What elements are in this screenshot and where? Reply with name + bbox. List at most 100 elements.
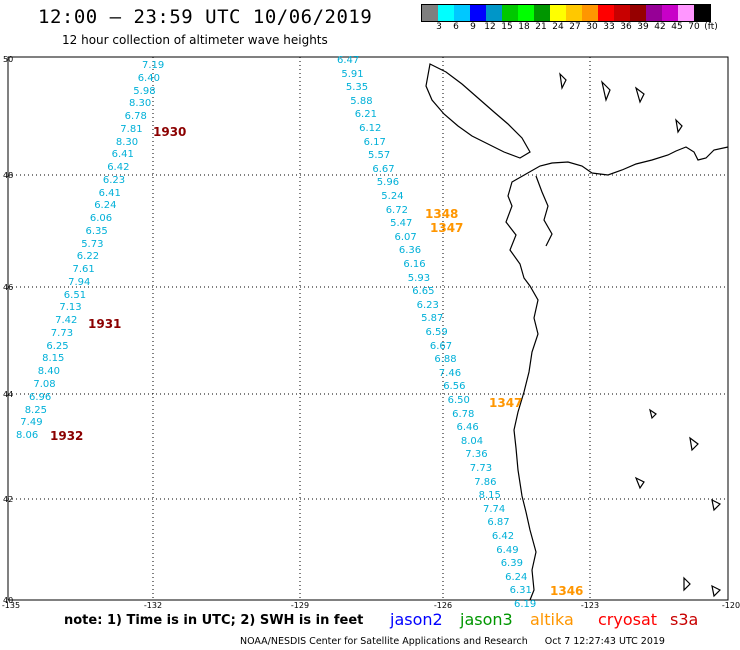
longitude-label: -135 (1, 601, 21, 610)
wave-height-point: 7.94 (68, 276, 91, 288)
wave-height-point: 6.40 (137, 72, 160, 84)
wave-height-point: 6.24 (505, 571, 528, 583)
wave-height-point: 5.96 (376, 177, 400, 189)
latitude-label: 50 (3, 55, 14, 64)
satellite-legend-item: jason3 (460, 610, 513, 629)
footer-note: note: 1) Time is in UTC; 2) SWH is in fe… (64, 613, 364, 628)
wave-height-point: 5.35 (345, 82, 369, 94)
wave-height-point: 8.30 (115, 136, 139, 148)
longitude-label: -123 (580, 601, 600, 610)
wave-height-point: 6.31 (509, 585, 532, 597)
colorbar-swatch (422, 5, 438, 21)
latitude-label: 48 (3, 171, 14, 180)
wave-height-point: 5.87 (421, 313, 444, 325)
wave-height-point: 6.88 (434, 354, 457, 366)
wave-height-point: 8.25 (24, 404, 47, 416)
latitude-label: 46 (3, 283, 14, 292)
wave-height-point: 8.06 (16, 430, 39, 441)
wave-height-point: 6.12 (359, 123, 382, 134)
colorbar-label: 45 (671, 22, 683, 32)
wave-height-point: 8.04 (460, 435, 484, 447)
wave-height-point: 6.78 (124, 111, 147, 122)
colorbar-swatch (518, 5, 534, 21)
coastline-mainland (505, 146, 729, 601)
colorbar-label: 3 (436, 22, 442, 32)
island-2 (600, 80, 611, 103)
colorbar-swatch (550, 5, 566, 21)
colorbar-swatch (694, 5, 710, 21)
wave-height-point: 6.22 (76, 251, 100, 263)
map-frame (7, 56, 729, 601)
wave-height-point: 6.49 (496, 544, 519, 556)
map-subtitle: 12 hour collection of altimeter wave hei… (62, 33, 328, 47)
wave-height-point: 6.23 (102, 174, 126, 186)
wave-height-point: 5.57 (368, 150, 391, 162)
wave-height-point: 7.36 (465, 449, 488, 461)
wave-height-point: 6.59 (425, 327, 448, 338)
island-3 (634, 86, 645, 104)
island-6 (689, 436, 699, 452)
colorbar (421, 4, 711, 22)
pass-time-label: 1930 (153, 125, 187, 139)
colorbar-label: 24 (552, 22, 564, 32)
wave-height-point: 7.46 (438, 367, 462, 379)
wave-height-point: 5.24 (381, 191, 404, 202)
graticule (8, 57, 728, 600)
pass-time-label: 1346 (550, 584, 584, 598)
wave-height-point: 6.87 (487, 517, 510, 529)
wave-height-point: 7.74 (483, 503, 506, 515)
latitude-label: 44 (3, 390, 14, 399)
island-9 (683, 576, 691, 592)
wave-height-point: 6.47 (337, 55, 360, 66)
wave-height-point: 6.41 (98, 187, 121, 199)
island-4 (675, 118, 683, 134)
wave-height-point: 6.46 (456, 422, 479, 434)
colorbar-label: 18 (518, 22, 530, 32)
wave-height-point: 6.23 (416, 299, 439, 311)
colorbar-label: 27 (569, 22, 581, 32)
colorbar-swatch (646, 5, 662, 21)
coastline (425, 63, 729, 601)
wave-height-point: 5.98 (133, 85, 156, 97)
satellite-legend-item: cryosat (598, 610, 658, 629)
wave-height-point: 6.42 (491, 531, 515, 542)
colorbar-label: 30 (586, 22, 598, 32)
wave-height-point: 6.51 (63, 289, 87, 301)
wave-height-point: 6.56 (443, 381, 466, 393)
colorbar-swatch (438, 5, 454, 21)
wave-height-point: 6.06 (89, 213, 113, 225)
longitude-label: -120 (721, 601, 740, 610)
colorbar-label: 33 (603, 22, 615, 32)
colorbar-swatch (598, 5, 614, 21)
wave-height-point: 7.13 (59, 302, 82, 314)
wave-height-point: 6.36 (398, 245, 422, 257)
vancouver-island (425, 63, 531, 159)
colorbar-swatch (614, 5, 630, 21)
colorbar-label: 12 (484, 22, 496, 32)
wave-height-point: 6.65 (412, 286, 435, 298)
wave-height-point: 6.67 (429, 340, 453, 352)
wave-height-point: 7.73 (469, 463, 493, 474)
wave-height-point: 6.41 (111, 149, 134, 161)
wave-height-point: 5.91 (341, 68, 364, 80)
colorbar-swatch (662, 5, 678, 21)
latitude-label: 42 (3, 495, 14, 504)
colorbar-label: 9 (470, 22, 476, 32)
longitude-label: -132 (143, 601, 163, 610)
wave-height-point: 7.81 (120, 123, 143, 135)
island-7 (711, 498, 722, 512)
wave-height-point: 6.17 (363, 136, 386, 148)
wave-height-point: 7.08 (33, 379, 56, 390)
island-5 (649, 408, 657, 420)
wave-height-point: 7.42 (55, 315, 78, 327)
wave-height-point: 6.19 (514, 599, 537, 610)
pass-time-label: 1932 (50, 429, 84, 443)
colorbar-swatch (486, 5, 502, 21)
credit-text: NOAA/NESDIS Center for Satellite Applica… (240, 636, 528, 647)
pass-time-label: 1347 (430, 221, 464, 235)
wave-height-point: 7.86 (474, 476, 497, 488)
wave-height-point: 6.50 (447, 395, 470, 406)
colorbar-label: 6 (453, 22, 459, 32)
colorbar-label: 15 (501, 22, 513, 32)
